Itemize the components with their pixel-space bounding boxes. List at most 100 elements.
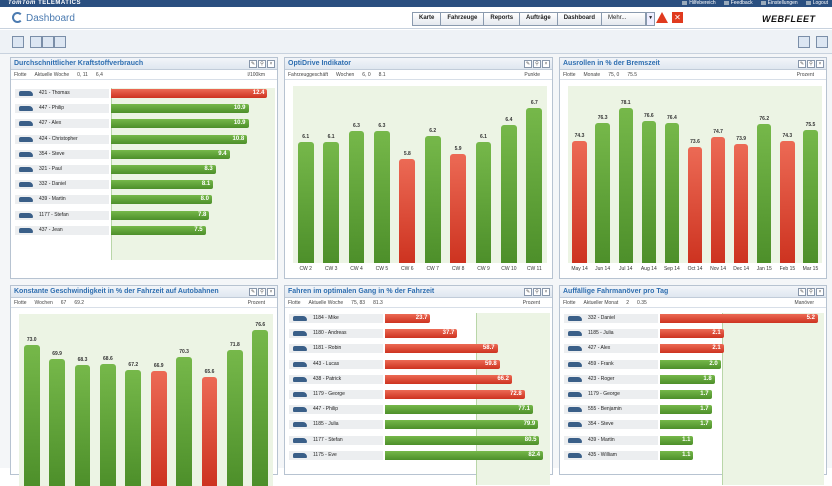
bar-value-label: 71.8 [230,342,240,349]
driver-label: 1177 - Stefan [289,435,383,445]
list-item[interactable]: 1179 - George 1.7 [564,389,824,400]
list-item[interactable]: 332 - Daniel 8.1 [15,179,275,190]
list-item[interactable]: 1177 - Stefan 7.8 [15,210,275,221]
list-item[interactable]: 1185 - Julia 79.9 [289,419,550,430]
list-item[interactable]: 1180 - Andreas 37.7 [289,328,550,339]
view-two-icon[interactable] [30,36,42,48]
value-bar: 2.1 [660,329,724,339]
close-icon[interactable]: × [542,288,550,296]
unit-label: Prozent [796,72,814,78]
value-bar: 77.1 [385,405,533,415]
x-tick-label: Sep 14 [663,266,680,272]
list-item[interactable]: 439 - Martin 1.1 [564,435,824,446]
nav-more[interactable]: Mehr... [602,13,647,25]
close-icon[interactable]: × [267,288,275,296]
nav-fahrzeuge[interactable]: Fahrzeuge [441,13,485,25]
value-bar: 1.1 [660,450,694,460]
logout-link[interactable]: Logout [805,0,828,7]
webfleet-logo: WEBFLEET [762,14,816,24]
list-item[interactable]: 424 - Christopher 10.8 [15,134,275,145]
search-icon[interactable]: ⚲ [258,288,266,296]
list-item[interactable]: 1181 - Robin 58.7 [289,343,550,354]
edit-icon[interactable]: ✎ [798,288,806,296]
close-icon[interactable]: × [542,60,550,68]
list-item[interactable]: 435 - William 1.1 [564,450,824,461]
vehicle-icon [568,316,582,321]
search-icon[interactable]: ⚲ [807,288,815,296]
search-icon[interactable]: ⚲ [533,60,541,68]
nav-auftraege[interactable]: Aufträge [520,13,558,25]
vehicle-icon [19,136,33,142]
x-tick-label: CW 6 [401,266,414,272]
list-item[interactable]: 354 - Steve 1.7 [564,419,824,430]
edit-icon[interactable]: ✎ [524,60,532,68]
list-item[interactable]: 1179 - George 72.8 [289,389,550,400]
bar-value-label: 76.2 [759,116,770,123]
list-item[interactable]: 421 - Thomas 12.4 [15,88,275,99]
edit-icon[interactable]: ✎ [798,60,806,68]
list-item[interactable]: 447 - Philip 10.9 [15,103,275,114]
panel-optidrive: OptiDrive Indikator ✎ ⚲ × Fahrzeuggeschäft Wo… [284,57,553,279]
list-item[interactable]: 427 - Alex 2.1 [564,343,824,354]
list-item[interactable]: 1175 - Eve 82.4 [289,450,550,461]
vehicle-icon [19,197,33,203]
period-label: Wochen [34,300,53,306]
driver-label: 332 - Daniel [564,314,658,323]
list-item[interactable]: 427 - Alex 10.9 [15,118,275,129]
vehicle-icon [19,182,33,188]
list-item[interactable]: 354 - Steve 9.4 [15,149,275,160]
list-item[interactable]: 439 - Martin 8.0 [15,194,275,205]
chart-bar [757,124,772,263]
feedback-link[interactable]: Feedback [723,0,753,7]
view-three-icon[interactable] [42,36,54,48]
list-item[interactable]: 332 - Daniel 5.2 [564,313,824,324]
list-item[interactable]: 438 - Patrick 66.2 [289,374,550,385]
print-icon[interactable] [816,36,828,48]
list-item[interactable]: 437 - Jean 7.5 [15,225,275,236]
nav-reports[interactable]: Reports [484,13,521,25]
driver-label: 439 - Martin [15,195,109,205]
layout-icon[interactable] [12,36,24,48]
panel-subtitle: Flotte Wochen 67 69.2 Prozent [11,298,277,308]
list-item[interactable]: 423 - Roger 1.8 [564,374,824,385]
help-link[interactable]: Hilfebereich [682,0,716,7]
warning-icon[interactable] [656,12,668,23]
fleet-label: Flotte [563,72,576,78]
close-icon[interactable]: × [267,60,275,68]
chart-bar [572,140,587,263]
settings-link[interactable]: Einstellungen [760,0,798,7]
chevron-down-icon[interactable]: ▼ [646,13,655,25]
x-tick-label: CW 4 [350,266,363,272]
list-item[interactable]: 321 - Paul 8.3 [15,164,275,175]
fleet-label: Fahrzeuggeschäft [288,72,329,78]
list-item[interactable]: 1184 - Mike 23.7 [289,313,550,324]
list-item[interactable]: 447 - Philip 77.1 [289,404,550,415]
edit-icon[interactable]: ✎ [249,288,257,296]
close-icon[interactable]: × [816,60,824,68]
refresh-icon[interactable] [798,36,810,48]
avg-label: 8.1 [378,72,386,78]
list-item[interactable]: 459 - Frank 2.0 [564,359,824,370]
view-grid-icon[interactable] [54,36,66,48]
close-icon[interactable]: × [816,288,824,296]
panel-subtitle: Fahrzeuggeschäft Wochen 6, 0 8.1 Punkte [285,70,552,80]
bar-value-label: 69.9 [52,350,62,357]
x-tick-label: CW 7 [426,266,439,272]
panel-title: Ausrollen in % der Bremszeit [560,58,826,70]
list-item[interactable]: 555 - Benjamin 1.7 [564,404,824,415]
vehicle-icon [19,212,33,218]
edit-icon[interactable]: ✎ [524,288,532,296]
nav-karte[interactable]: Karte [413,13,442,25]
search-icon[interactable]: ⚲ [533,288,541,296]
unit-label: Manöver [794,300,814,306]
search-icon[interactable]: ⚲ [258,60,266,68]
driver-label: 438 - Patrick [289,374,383,384]
list-item[interactable]: 443 - Lucas 59.8 [289,359,550,370]
edit-icon[interactable]: ✎ [249,60,257,68]
list-item[interactable]: 1185 - Julia 2.1 [564,328,824,339]
list-item[interactable]: 1177 - Stefan 80.5 [289,435,550,446]
tools-icon[interactable]: ✕ [672,12,683,23]
value-bar: 1.8 [660,374,715,384]
nav-dashboard[interactable]: Dashboard [557,13,603,25]
search-icon[interactable]: ⚲ [807,60,815,68]
